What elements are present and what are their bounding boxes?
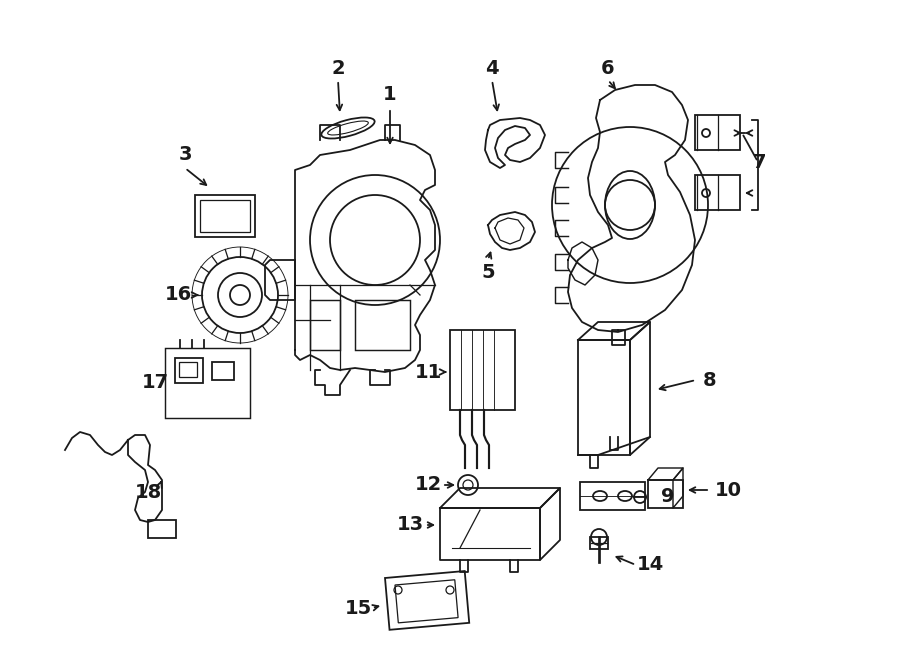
- Bar: [310, 300, 340, 350]
- Text: 4: 4: [485, 59, 499, 77]
- Text: 15: 15: [345, 598, 372, 617]
- Text: 5: 5: [482, 262, 495, 282]
- Text: 17: 17: [141, 373, 168, 393]
- Bar: [200, 200, 250, 232]
- Text: 1: 1: [383, 85, 397, 104]
- Bar: [580, 482, 645, 510]
- Text: 16: 16: [165, 286, 192, 305]
- Text: 11: 11: [414, 362, 442, 381]
- Bar: [395, 580, 458, 623]
- Text: 10: 10: [715, 481, 742, 500]
- Text: 13: 13: [396, 516, 424, 535]
- Bar: [212, 362, 234, 380]
- Text: 12: 12: [414, 475, 442, 494]
- Bar: [179, 362, 197, 377]
- Text: 2: 2: [331, 59, 345, 77]
- Bar: [148, 520, 176, 538]
- Text: 8: 8: [703, 371, 716, 389]
- Text: 7: 7: [753, 153, 767, 171]
- Text: 18: 18: [134, 483, 162, 502]
- Bar: [695, 115, 740, 150]
- Bar: [165, 348, 250, 418]
- Bar: [195, 195, 255, 237]
- Bar: [450, 330, 515, 410]
- Bar: [385, 571, 469, 630]
- Bar: [578, 340, 630, 455]
- Bar: [648, 480, 683, 508]
- Bar: [355, 300, 410, 350]
- Bar: [175, 358, 203, 383]
- Bar: [590, 537, 608, 549]
- Bar: [695, 175, 740, 210]
- Text: 6: 6: [601, 59, 615, 77]
- Text: 9: 9: [662, 486, 675, 506]
- Text: 14: 14: [636, 555, 663, 574]
- Text: 3: 3: [178, 145, 192, 165]
